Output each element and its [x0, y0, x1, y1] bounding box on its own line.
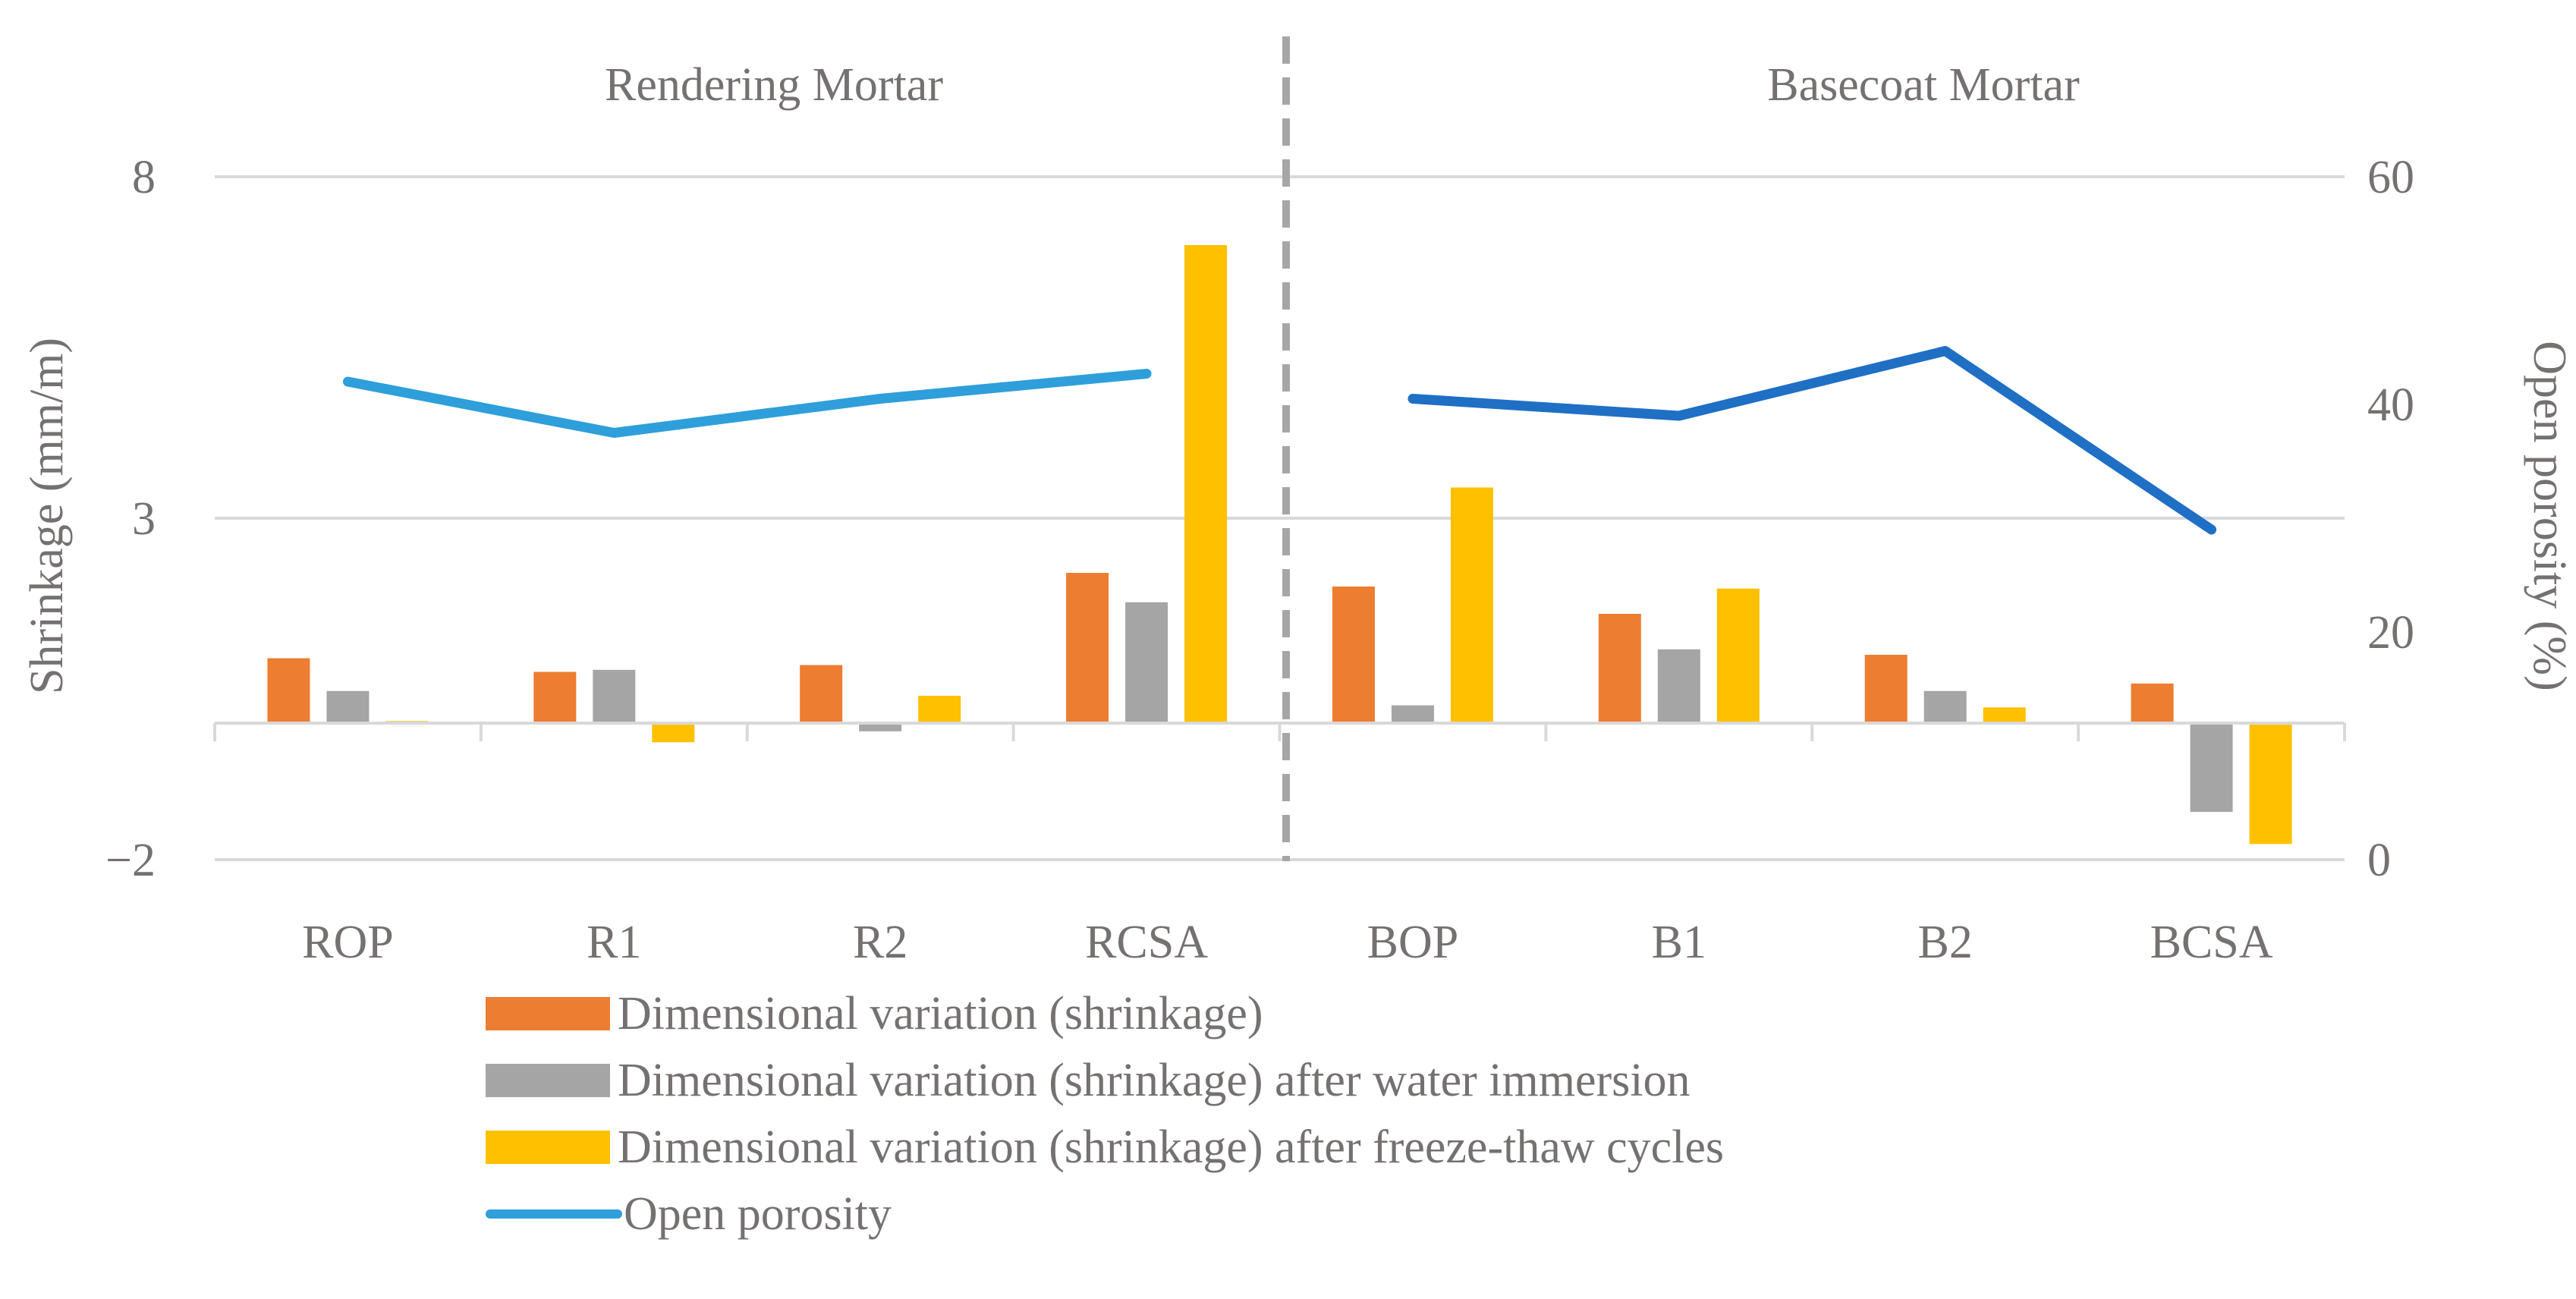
bar	[2190, 723, 2233, 812]
legend-item-freeze-thaw: Dimensional variation (shrinkage) after …	[486, 1114, 1724, 1181]
legend-line-open-porosity	[486, 1209, 622, 1219]
bar	[1125, 602, 1168, 723]
axes: −2 3 8 0 20 40 60 ROP R1 R2 RCSA BOP B1 B2 BCSA	[105, 152, 2414, 968]
y-left-tick-label: −2	[105, 835, 156, 886]
bar	[1983, 707, 2026, 723]
bar	[593, 669, 636, 723]
x-tick-label: B1	[1652, 917, 1706, 968]
legend-item-water-immersion: Dimensional variation (shrinkage) after …	[486, 1047, 1724, 1114]
bar	[859, 723, 902, 731]
x-tick-label: RCSA	[1085, 917, 1208, 968]
chart-svg: −2 3 8 0 20 40 60 ROP R1 R2 RCSA BOP B1 B2 BCSA Render…	[21, 36, 2575, 968]
bar	[1864, 655, 1908, 723]
y-right-axis-label: Open porosity (%)	[2524, 341, 2575, 690]
bar	[1716, 588, 1760, 723]
bar	[533, 672, 577, 723]
y-left-tick-label: 8	[132, 152, 156, 203]
y-right-tick-label: 40	[2367, 379, 2414, 431]
y-left-tick-label: 3	[132, 493, 156, 545]
porosity-line	[1408, 346, 2217, 535]
y-right-tick-label: 0	[2367, 835, 2391, 886]
bar	[1657, 649, 1700, 723]
bar	[1391, 705, 1434, 723]
porosity-lines	[342, 346, 2217, 535]
group-label-rendering: Rendering Mortar	[605, 59, 943, 111]
bar	[267, 658, 310, 723]
bar	[1184, 245, 1228, 723]
legend-swatch-water-immersion	[486, 1064, 610, 1097]
y-right-tick-label: 20	[2367, 607, 2414, 659]
bar	[800, 665, 843, 723]
bar	[1332, 587, 1375, 723]
x-tick-label: BOP	[1367, 917, 1459, 968]
bar	[1066, 573, 1109, 723]
x-tick-label: B2	[1918, 917, 1973, 968]
bar	[652, 723, 695, 743]
y-left-axis-label: Shrinkage (mm/m)	[21, 338, 73, 694]
legend-label-shrinkage: Dimensional variation (shrinkage)	[618, 987, 1263, 1040]
x-tick-label: ROP	[302, 917, 394, 968]
legend-label-water-immersion: Dimensional variation (shrinkage) after …	[618, 1054, 1691, 1106]
legend: Dimensional variation (shrinkage) Dimens…	[486, 980, 1724, 1247]
x-tick-label: R1	[587, 917, 641, 968]
gridlines	[215, 175, 2345, 861]
bar	[1923, 690, 1967, 723]
bar	[1450, 487, 1493, 723]
legend-item-shrinkage: Dimensional variation (shrinkage)	[486, 980, 1724, 1047]
legend-swatch-freeze-thaw	[486, 1131, 610, 1164]
x-tick-label: R2	[853, 917, 907, 968]
porosity-line	[342, 369, 1152, 438]
bar	[2131, 683, 2174, 723]
legend-item-open-porosity: Open porosity	[486, 1181, 1724, 1247]
legend-swatch-shrinkage	[486, 997, 610, 1030]
bar	[326, 690, 370, 723]
legend-label-open-porosity: Open porosity	[624, 1187, 892, 1240]
x-tick-label: BCSA	[2150, 917, 2273, 968]
bars	[267, 245, 2292, 845]
legend-label-freeze-thaw: Dimensional variation (shrinkage) after …	[618, 1121, 1725, 1173]
group-label-basecoat: Basecoat Mortar	[1767, 59, 2080, 111]
y-right-tick-label: 60	[2367, 152, 2414, 203]
bar	[2249, 723, 2292, 845]
bar	[918, 696, 961, 723]
bar	[1598, 614, 1641, 723]
